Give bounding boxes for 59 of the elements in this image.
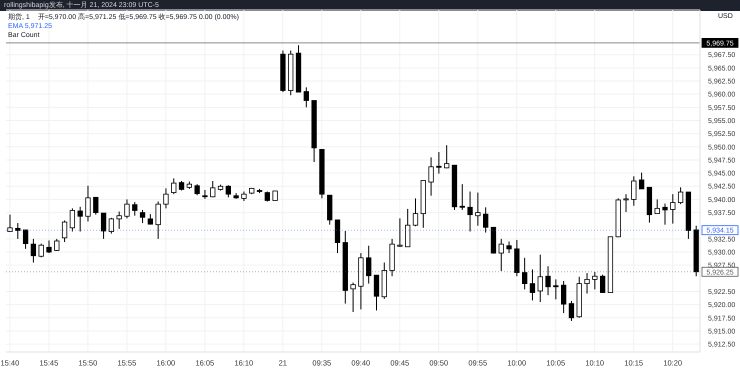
candlestick — [428, 156, 434, 196]
candlestick — [178, 180, 184, 191]
candlestick — [241, 191, 247, 202]
candlestick — [85, 185, 91, 222]
candlestick — [405, 208, 410, 248]
candlestick — [210, 180, 216, 198]
candlestick — [483, 206, 488, 234]
candlestick — [350, 282, 356, 313]
candlestick — [171, 178, 176, 195]
candlestick — [568, 300, 574, 322]
candlestick — [100, 212, 106, 240]
candlestick — [444, 144, 450, 169]
candlestick — [678, 186, 684, 205]
candlestick — [78, 206, 83, 232]
candlestick — [623, 194, 629, 213]
candlestick — [545, 266, 551, 296]
candlestick — [304, 86, 309, 108]
candlestick — [116, 211, 122, 230]
candlestick — [22, 229, 28, 250]
candlestick — [374, 274, 380, 311]
candlestick — [498, 238, 504, 272]
candlestick — [124, 198, 130, 219]
candlestick — [584, 272, 590, 294]
candlestick — [272, 190, 278, 201]
candlestick — [163, 188, 169, 209]
candlestick — [366, 245, 372, 284]
candlestick — [522, 257, 528, 290]
candlestick — [62, 220, 68, 243]
candlestick — [264, 191, 270, 202]
candlestick — [93, 196, 98, 216]
candlestick — [334, 219, 340, 254]
candlestick — [412, 198, 418, 227]
candlestick — [538, 254, 543, 303]
candlestick — [670, 194, 676, 224]
candlestick — [15, 222, 20, 240]
candlestick — [631, 176, 636, 206]
candlestick — [475, 192, 481, 226]
candlestick — [530, 268, 536, 301]
candlestick — [600, 274, 606, 294]
candlestick — [662, 203, 668, 226]
candlestick — [226, 184, 231, 198]
candlestick — [30, 238, 36, 264]
candlestick — [560, 280, 566, 314]
candlestick — [654, 198, 660, 214]
candlestick — [70, 208, 76, 232]
candlestick — [108, 217, 114, 234]
candlestick — [54, 238, 60, 252]
candlestick — [38, 243, 44, 258]
candlestick — [7, 214, 13, 232]
candlestick — [140, 209, 146, 224]
candlestick — [514, 239, 520, 277]
candlestick — [132, 202, 138, 216]
candlestick — [638, 172, 644, 190]
candlestick — [592, 272, 598, 290]
candlestick — [467, 191, 473, 232]
candlestick — [506, 241, 512, 254]
candlestick — [194, 184, 200, 196]
candlestick — [156, 201, 161, 240]
candlestick — [46, 240, 52, 254]
